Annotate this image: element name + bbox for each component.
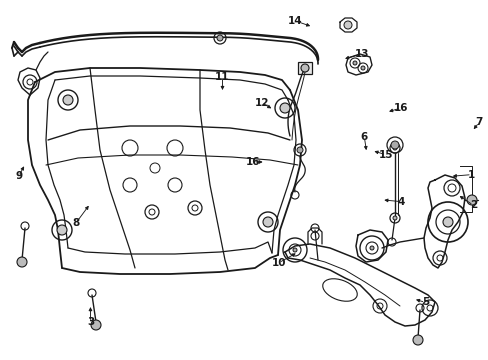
Text: 5: 5	[421, 297, 428, 307]
Bar	[297, 62, 311, 74]
Circle shape	[280, 103, 289, 113]
Text: 7: 7	[474, 117, 482, 127]
Circle shape	[91, 320, 101, 330]
Circle shape	[301, 64, 308, 72]
Text: 16: 16	[393, 103, 407, 113]
Text: 15: 15	[378, 150, 393, 160]
Text: 8: 8	[72, 218, 79, 228]
Circle shape	[390, 141, 398, 149]
Circle shape	[360, 66, 364, 70]
Circle shape	[292, 248, 296, 252]
Circle shape	[442, 217, 452, 227]
Circle shape	[263, 217, 272, 227]
Circle shape	[217, 35, 223, 41]
Circle shape	[343, 21, 351, 29]
Text: 12: 12	[254, 98, 268, 108]
Circle shape	[412, 335, 422, 345]
Text: 11: 11	[215, 72, 229, 82]
Text: 4: 4	[396, 197, 404, 207]
Text: 1: 1	[468, 170, 474, 180]
Text: 10: 10	[271, 258, 285, 268]
Circle shape	[369, 246, 373, 250]
Circle shape	[57, 225, 67, 235]
Text: 2: 2	[469, 200, 476, 210]
Text: 3: 3	[87, 317, 94, 327]
Text: 16: 16	[245, 157, 260, 167]
Circle shape	[392, 216, 396, 220]
Text: 6: 6	[360, 132, 367, 142]
Circle shape	[352, 61, 356, 65]
Text: 14: 14	[287, 16, 302, 26]
Circle shape	[63, 95, 73, 105]
Text: 9: 9	[15, 171, 22, 181]
Circle shape	[296, 147, 303, 153]
Circle shape	[392, 146, 396, 150]
Circle shape	[17, 257, 27, 267]
Text: 13: 13	[354, 49, 368, 59]
Circle shape	[466, 195, 476, 205]
